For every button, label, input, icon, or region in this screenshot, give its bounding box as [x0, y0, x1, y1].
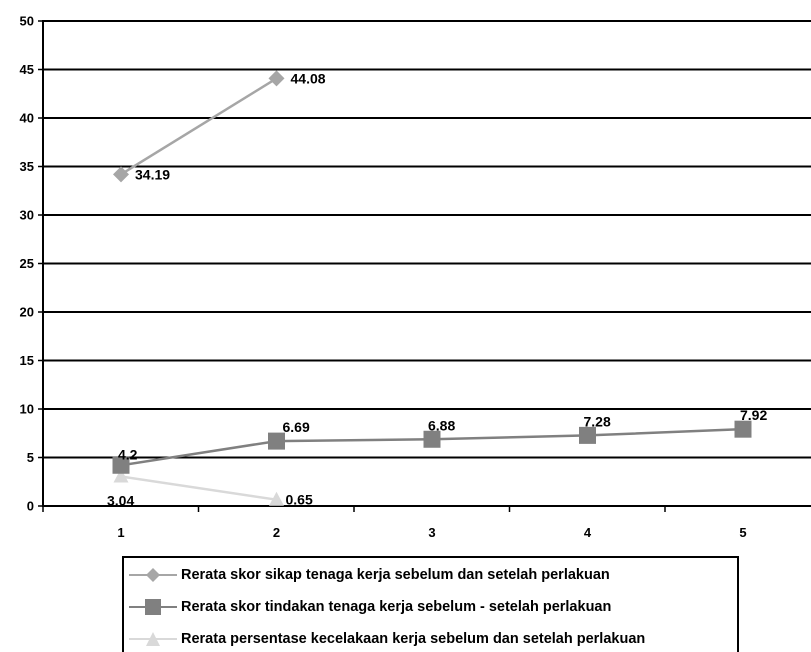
data-label: 7.28: [584, 413, 611, 429]
square-point: [112, 456, 130, 474]
y-tick-label: 5: [27, 450, 34, 465]
y-tick-label: 10: [20, 402, 34, 417]
gridlines: [43, 20, 811, 459]
square-point: [734, 420, 752, 438]
diamond-point: [268, 70, 285, 87]
series-line-diamond: [120, 77, 278, 176]
square-point: [579, 426, 596, 444]
legend-label-tindakan: Rerata skor tindakan tenaga kerja sebelu…: [181, 599, 612, 615]
x-tick-label: 3: [428, 525, 435, 540]
axes: [38, 20, 811, 512]
y-tick-label: 45: [20, 62, 34, 77]
y-tick-label: 40: [20, 111, 34, 126]
legend-label-sikap: Rerata skor sikap tenaga kerja sebelum d…: [181, 567, 610, 583]
y-tick-label: 20: [20, 305, 34, 320]
data-label: 6.69: [283, 419, 310, 435]
legend: Rerata skor sikap tenaga kerja sebelum d…: [122, 556, 739, 652]
data-label: 7.92: [740, 407, 767, 423]
data-label: 44.08: [291, 70, 326, 86]
legend-item-sikap: Rerata skor sikap tenaga kerja sebelum d…: [128, 564, 610, 586]
legend-item-tindakan: Rerata skor tindakan tenaga kerja sebelu…: [128, 596, 611, 618]
triangle-point: [113, 468, 129, 483]
triangle-point: [269, 491, 284, 506]
legend-item-kecelakaan: Rerata persentase kecelakaan kerja sebel…: [128, 628, 645, 650]
y-tick-label: 15: [20, 353, 34, 368]
series-line-triangle: [120, 475, 277, 501]
y-tick-label: 25: [20, 256, 34, 271]
legend-label-kecelakaan: Rerata persentase kecelakaan kerja sebel…: [181, 631, 646, 647]
data-label: 3.04: [107, 493, 134, 509]
legend-square-marker-icon: [129, 599, 177, 615]
data-label: 0.65: [286, 492, 313, 508]
series-layer: [112, 70, 752, 506]
y-tick-label: 0: [27, 499, 34, 514]
legend-triangle-marker-icon: [129, 632, 177, 646]
y-tick-label: 50: [20, 14, 34, 29]
y-tick-label: 30: [20, 208, 34, 223]
diamond-point: [113, 166, 129, 183]
square-point: [423, 430, 441, 448]
data-label: 4.2: [118, 446, 138, 462]
x-tick-label: 5: [739, 525, 746, 540]
x-tick-label: 1: [117, 525, 124, 540]
data-label: 6.88: [428, 417, 455, 433]
x-tick-label: 4: [584, 525, 592, 540]
square-point: [268, 432, 285, 450]
data-labels: 34.19 44.08 4.2 6.69 6.88 7.28 7.92 3.04 0.65: [107, 70, 767, 508]
y-tick-label: 35: [20, 159, 34, 174]
data-label: 34.19: [135, 166, 170, 182]
x-tick-label: 2: [273, 525, 280, 540]
legend-diamond-marker-icon: [129, 568, 177, 582]
